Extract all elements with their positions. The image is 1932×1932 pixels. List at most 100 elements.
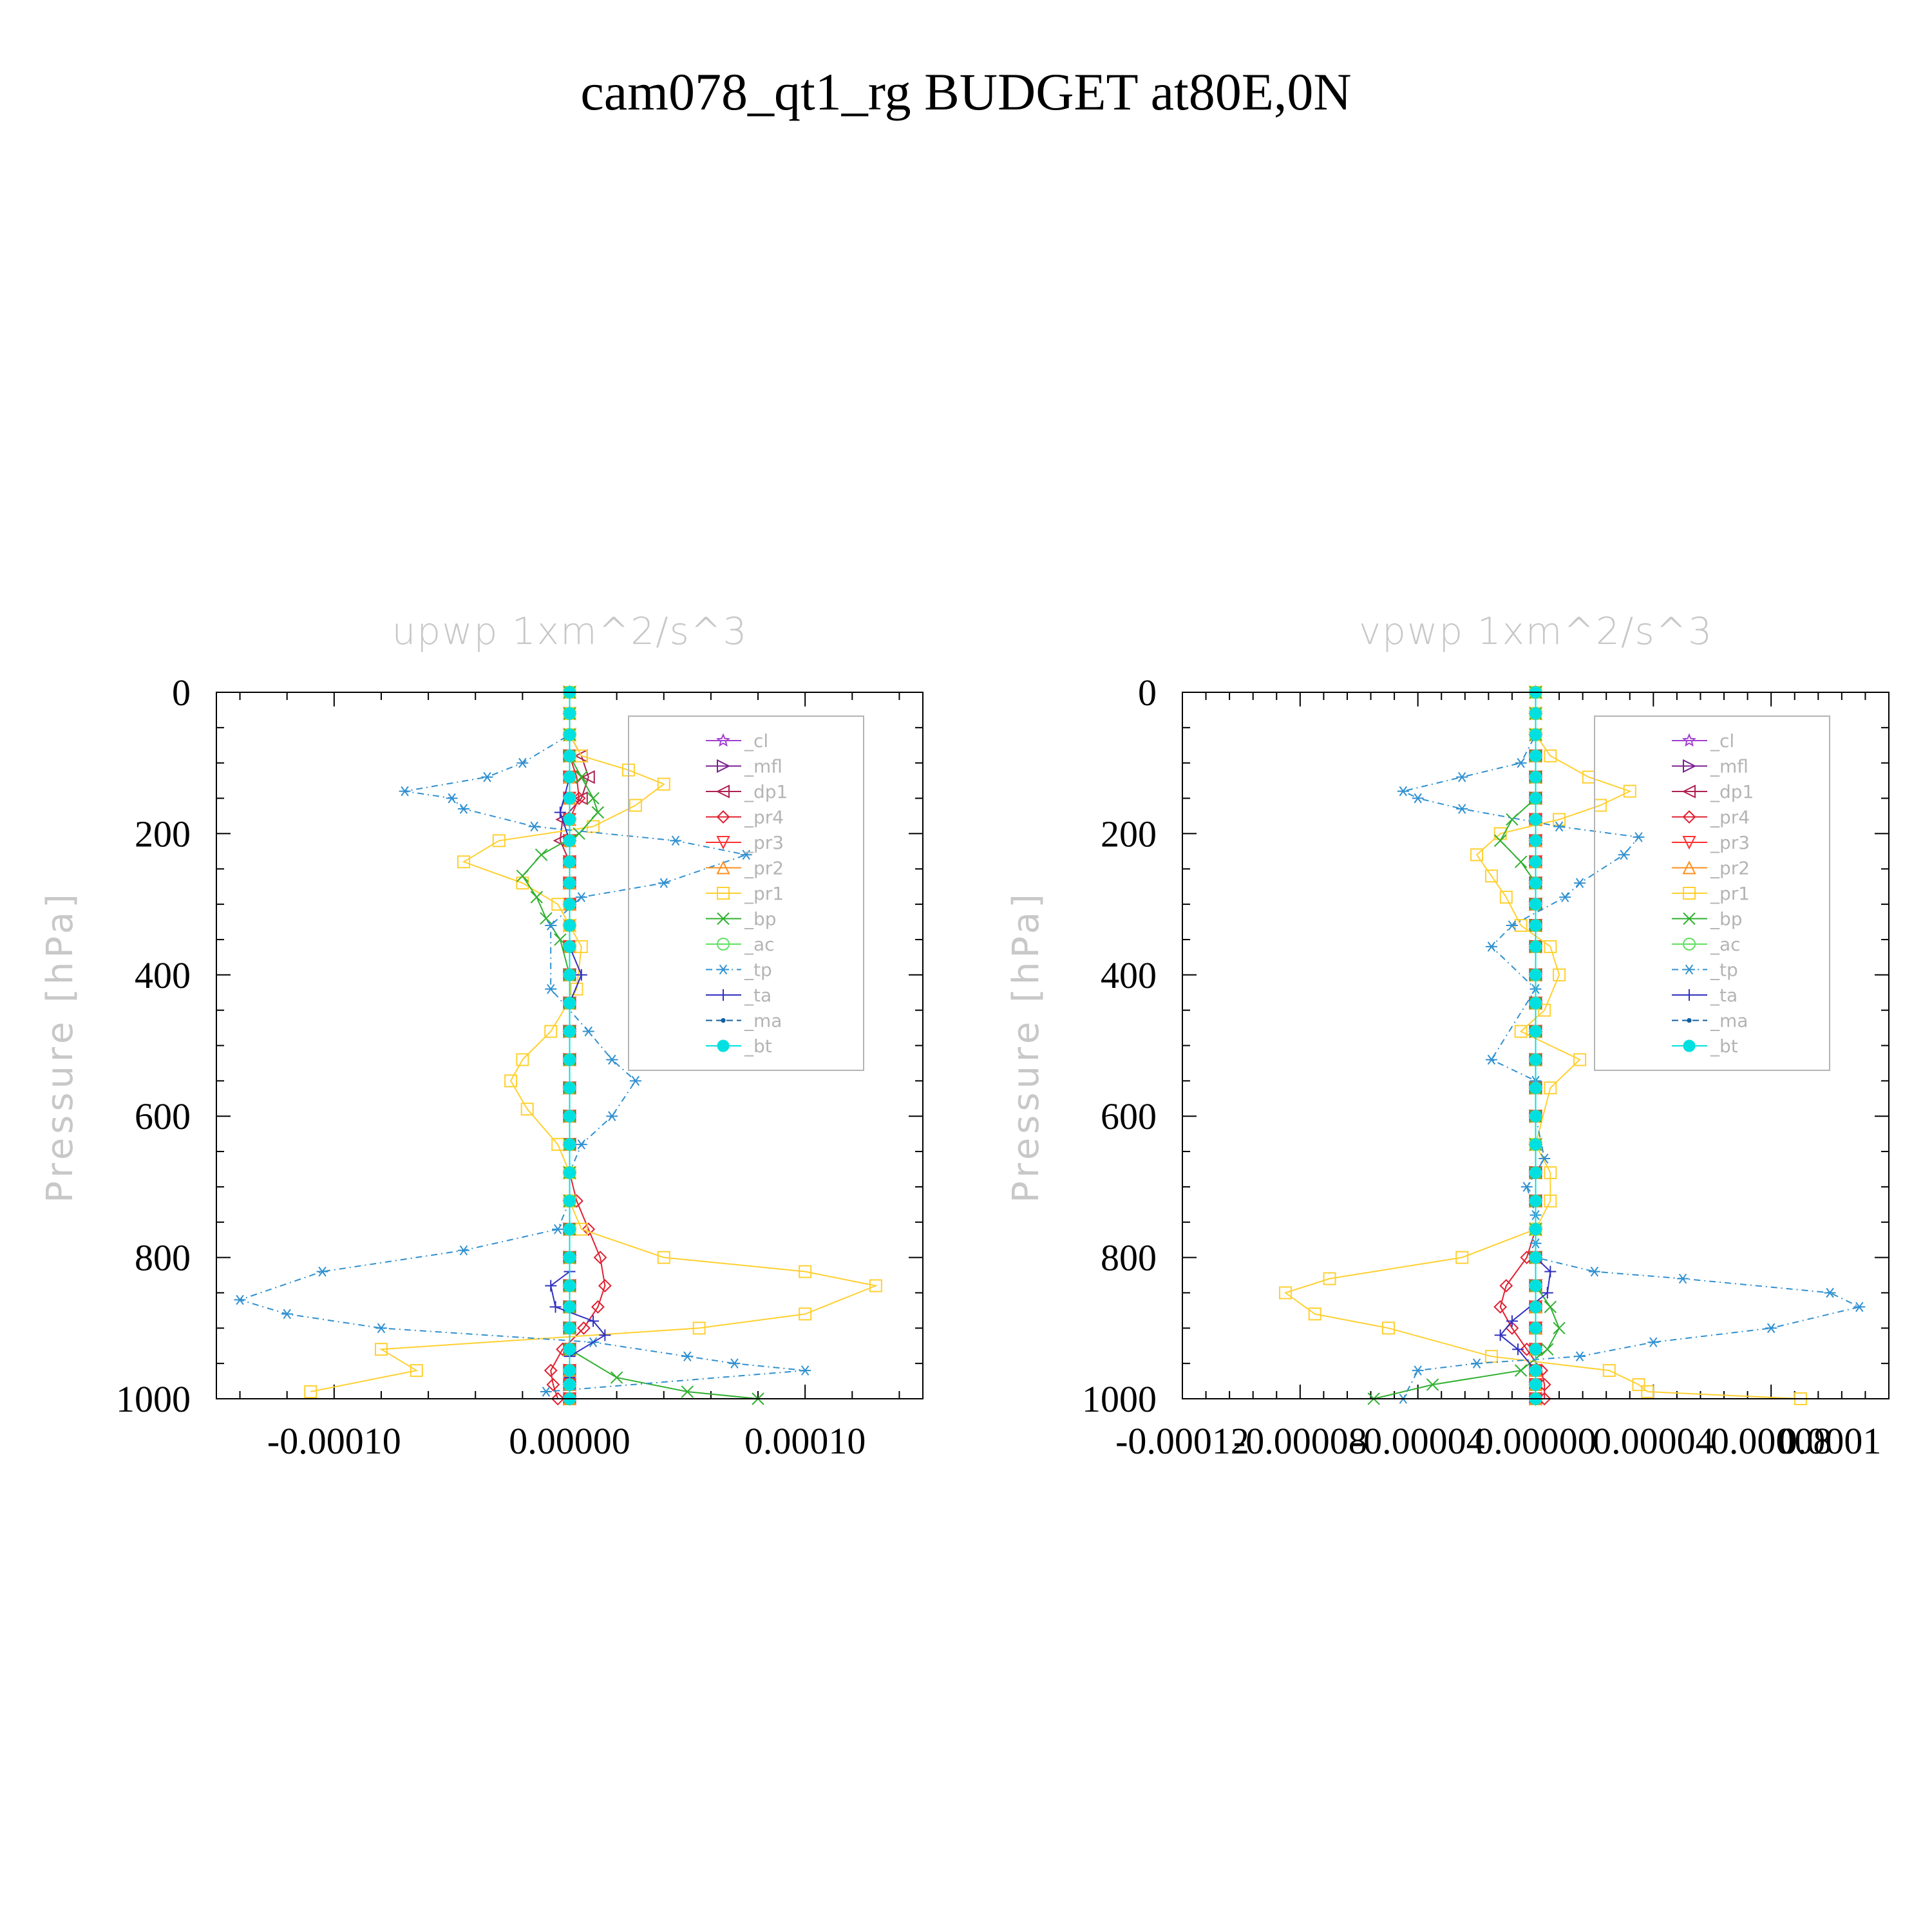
data-point [316, 1266, 328, 1277]
data-point [564, 1081, 576, 1094]
data-point [681, 1385, 694, 1398]
data-point [1530, 813, 1542, 826]
data-point [1506, 813, 1519, 826]
data-point [657, 777, 670, 791]
data-point [799, 1307, 812, 1321]
data-point [1412, 793, 1424, 804]
upwp-legend: _cl _mfl _dp1 _pr4 _pr3 _pr2 _pr1 _bp _ac _tp _ta _… [628, 715, 864, 1071]
data-point [658, 878, 670, 888]
legend-marker [1683, 887, 1696, 900]
data-point [1539, 1153, 1551, 1164]
legend-box [1594, 715, 1830, 1071]
data-point [1494, 1329, 1506, 1341]
legend-marker [1682, 860, 1696, 875]
data-point [1530, 1110, 1542, 1122]
x-tick-label: 0.00010 [744, 1420, 866, 1462]
data-point [1455, 1251, 1469, 1264]
x-tick-label: 0.00004 [1593, 1420, 1714, 1462]
y-tick-label: 200 [135, 813, 191, 855]
vpwp-panel-title: vpwp 1xm^2/s^3 [1359, 609, 1713, 653]
data-point [564, 876, 576, 889]
data-point [1544, 1265, 1557, 1278]
data-point [1506, 920, 1518, 931]
data-point [1602, 1364, 1616, 1378]
data-point [535, 848, 548, 862]
legend-item: _cl [706, 730, 768, 752]
data-point [564, 1251, 576, 1264]
legend-label: _mfl [1710, 756, 1748, 777]
data-point [374, 1343, 388, 1356]
data-point [564, 1195, 576, 1208]
data-point [1574, 878, 1586, 888]
legend-item: _pr1 [706, 883, 784, 904]
data-point [1499, 891, 1513, 904]
data-point [564, 1223, 576, 1236]
data-point [1323, 1272, 1336, 1285]
legend-item: _tp [1672, 960, 1738, 981]
data-point [1541, 1343, 1554, 1356]
data-point [1485, 942, 1497, 952]
data-point [554, 806, 566, 819]
data-point [1493, 827, 1507, 840]
data-point [564, 728, 576, 741]
y-tick-label: 800 [1101, 1237, 1157, 1279]
x-tick-label: -0.00010 [267, 1420, 401, 1462]
data-point [1618, 849, 1630, 860]
legend-marker [716, 836, 730, 850]
data-point [1506, 1315, 1518, 1327]
data-point [1588, 1266, 1600, 1277]
legend-label: _pr4 [744, 807, 784, 828]
legend-item: _tp [706, 960, 772, 981]
data-point [1574, 1351, 1586, 1361]
series-pr1 [304, 686, 882, 1399]
data-point [530, 891, 544, 904]
data-point [546, 1378, 560, 1392]
data-point [1485, 1054, 1497, 1065]
data-point [1530, 1025, 1542, 1038]
legend-label: _bt [744, 1036, 772, 1057]
data-point [1530, 919, 1542, 932]
legend-marker [717, 887, 730, 900]
legend-label: _bp [1710, 909, 1743, 930]
data-point [1530, 1166, 1542, 1179]
data-point [1520, 1182, 1533, 1192]
data-point [799, 1265, 812, 1278]
y-tick-label: 600 [135, 1095, 191, 1137]
data-point [564, 707, 576, 720]
legend-label: _pr4 [1710, 807, 1750, 828]
data-point [564, 919, 576, 932]
legend-item: _bt [706, 1036, 772, 1057]
legend-marker [1683, 938, 1696, 951]
data-point [587, 1315, 600, 1327]
legend-marker [1683, 759, 1697, 773]
data-point [1381, 1321, 1395, 1335]
y-tick-label: 400 [135, 954, 191, 996]
legend-label: _ac [744, 934, 775, 955]
legend-marker [717, 938, 730, 951]
data-point [516, 1053, 529, 1066]
series-line [1283, 692, 1801, 1399]
data-point [375, 1323, 387, 1334]
data-point [516, 876, 529, 890]
x-tick-label: 0.0001 [1779, 1420, 1882, 1462]
vpwp-panel: vpwp 1xm^2/s^3 Pressure [hPa] 0 200 400 600… [1005, 609, 1889, 1462]
data-point [564, 1138, 576, 1151]
data-point [1765, 1323, 1777, 1334]
data-point [1426, 1378, 1439, 1391]
legend-label: _pr1 [1710, 883, 1750, 904]
data-point [869, 1279, 882, 1293]
series-pr4 [544, 685, 612, 1406]
data-point [457, 1245, 469, 1256]
data-point [564, 1300, 576, 1313]
legend-item: _cl [1672, 730, 1734, 752]
legend-label: _ta [1710, 985, 1738, 1006]
legend-marker [1683, 1039, 1696, 1052]
data-point [564, 771, 576, 784]
legend-marker [721, 1018, 726, 1023]
legend-label: _bt [1710, 1036, 1738, 1057]
legend-marker [715, 733, 731, 747]
data-point [1530, 1321, 1542, 1334]
data-point [410, 1364, 423, 1378]
legend-item: _ma [706, 1010, 782, 1032]
data-point [1471, 1358, 1483, 1368]
